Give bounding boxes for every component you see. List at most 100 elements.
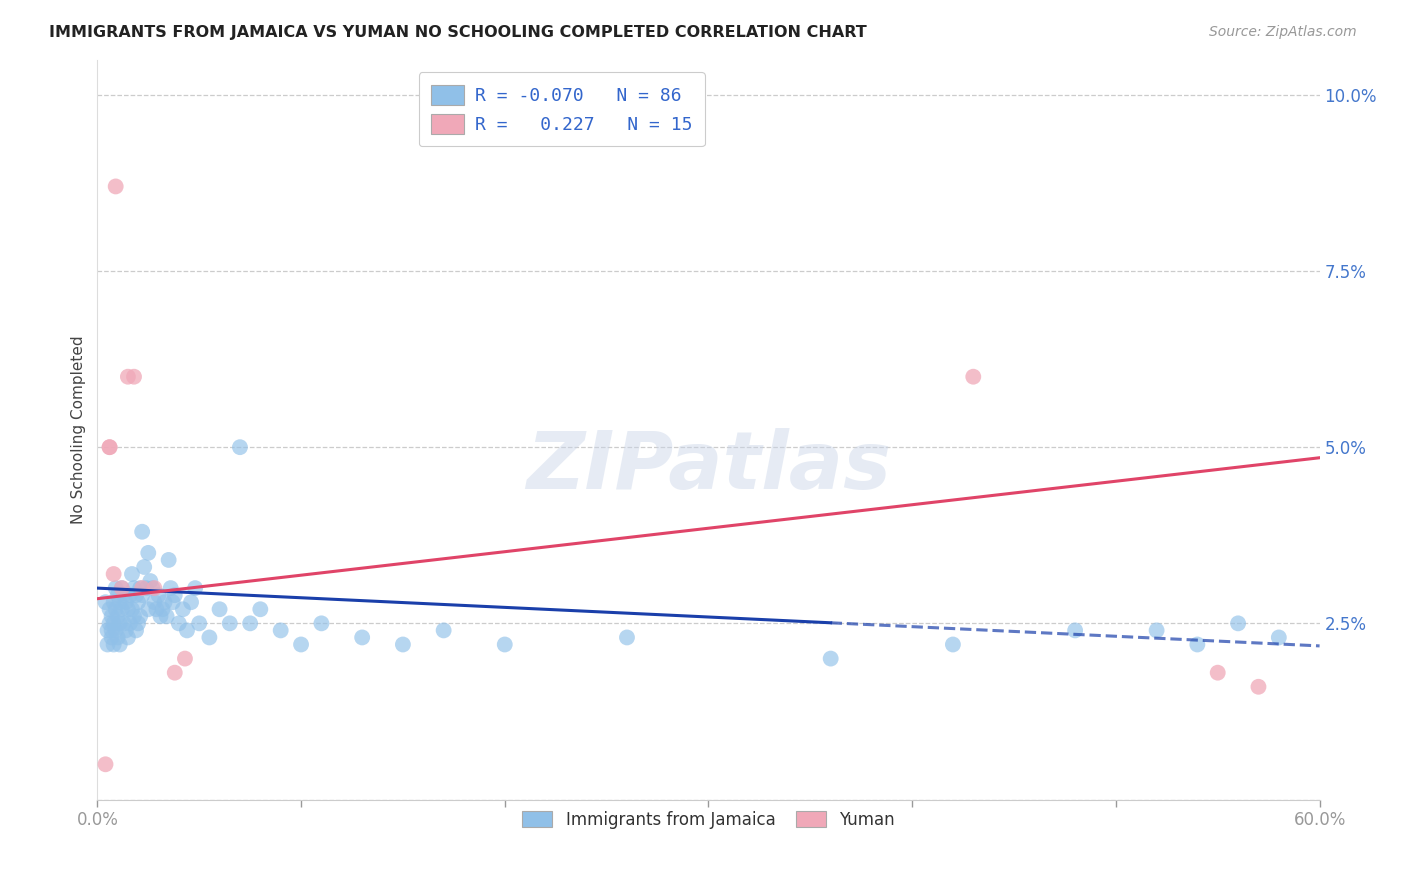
Point — [121, 567, 143, 582]
Point — [131, 588, 153, 602]
Point — [108, 595, 131, 609]
Point — [125, 624, 148, 638]
Point — [134, 560, 156, 574]
Point — [100, 609, 122, 624]
Point — [129, 609, 152, 624]
Point — [94, 757, 117, 772]
Point — [188, 616, 211, 631]
Point — [143, 581, 166, 595]
Point — [104, 602, 127, 616]
Point — [1206, 665, 1229, 680]
Point — [131, 581, 153, 595]
Point — [127, 595, 149, 609]
Point — [167, 616, 190, 631]
Point — [111, 581, 134, 595]
Point — [121, 602, 143, 616]
Point — [239, 616, 262, 631]
Point — [98, 602, 121, 616]
Text: Source: ZipAtlas.com: Source: ZipAtlas.com — [1209, 25, 1357, 39]
Point — [152, 602, 174, 616]
Point — [122, 609, 145, 624]
Point — [148, 588, 170, 602]
Point — [104, 624, 127, 638]
Point — [218, 616, 240, 631]
Point — [103, 595, 125, 609]
Point — [118, 616, 141, 631]
Point — [311, 616, 333, 631]
Point — [1187, 638, 1209, 652]
Point — [100, 624, 122, 638]
Point — [108, 638, 131, 652]
Point — [172, 602, 194, 616]
Point — [103, 638, 125, 652]
Point — [942, 638, 965, 652]
Point — [143, 595, 166, 609]
Point — [117, 369, 139, 384]
Point — [94, 595, 117, 609]
Point — [117, 631, 139, 645]
Point — [184, 581, 207, 595]
Point — [392, 638, 415, 652]
Point — [96, 624, 118, 638]
Point — [136, 546, 159, 560]
Point — [112, 616, 135, 631]
Point — [111, 581, 134, 595]
Point — [145, 602, 167, 616]
Point — [122, 369, 145, 384]
Point — [162, 595, 184, 609]
Point — [433, 624, 456, 638]
Point — [174, 651, 197, 665]
Point — [125, 588, 148, 602]
Point — [117, 602, 139, 616]
Point — [96, 638, 118, 652]
Point — [111, 602, 134, 616]
Point — [122, 581, 145, 595]
Point — [136, 602, 159, 616]
Point — [249, 602, 271, 616]
Point — [139, 574, 162, 588]
Point — [163, 588, 186, 602]
Point — [198, 631, 221, 645]
Point — [820, 651, 842, 665]
Point — [270, 624, 292, 638]
Text: ZIPatlas: ZIPatlas — [526, 427, 891, 506]
Point — [131, 524, 153, 539]
Point — [616, 631, 638, 645]
Point — [115, 595, 138, 609]
Point — [494, 638, 516, 652]
Point — [352, 631, 374, 645]
Point — [127, 616, 149, 631]
Point — [163, 665, 186, 680]
Point — [98, 440, 121, 454]
Point — [176, 624, 198, 638]
Point — [180, 595, 202, 609]
Point — [1247, 680, 1270, 694]
Point — [107, 588, 129, 602]
Y-axis label: No Schooling Completed: No Schooling Completed — [72, 335, 86, 524]
Point — [98, 616, 121, 631]
Point — [118, 588, 141, 602]
Point — [135, 581, 157, 595]
Point — [103, 616, 125, 631]
Point — [962, 369, 984, 384]
Point — [1064, 624, 1087, 638]
Point — [159, 581, 181, 595]
Point — [229, 440, 252, 454]
Text: IMMIGRANTS FROM JAMAICA VS YUMAN NO SCHOOLING COMPLETED CORRELATION CHART: IMMIGRANTS FROM JAMAICA VS YUMAN NO SCHO… — [49, 25, 868, 40]
Point — [153, 595, 176, 609]
Point — [157, 553, 180, 567]
Point — [155, 609, 177, 624]
Point — [104, 581, 127, 595]
Point — [208, 602, 231, 616]
Point — [104, 179, 127, 194]
Point — [1146, 624, 1168, 638]
Point — [1227, 616, 1250, 631]
Point — [1268, 631, 1291, 645]
Point — [107, 631, 129, 645]
Point — [115, 624, 138, 638]
Point — [103, 567, 125, 582]
Point — [108, 616, 131, 631]
Point — [100, 631, 122, 645]
Point — [107, 609, 129, 624]
Point — [98, 440, 121, 454]
